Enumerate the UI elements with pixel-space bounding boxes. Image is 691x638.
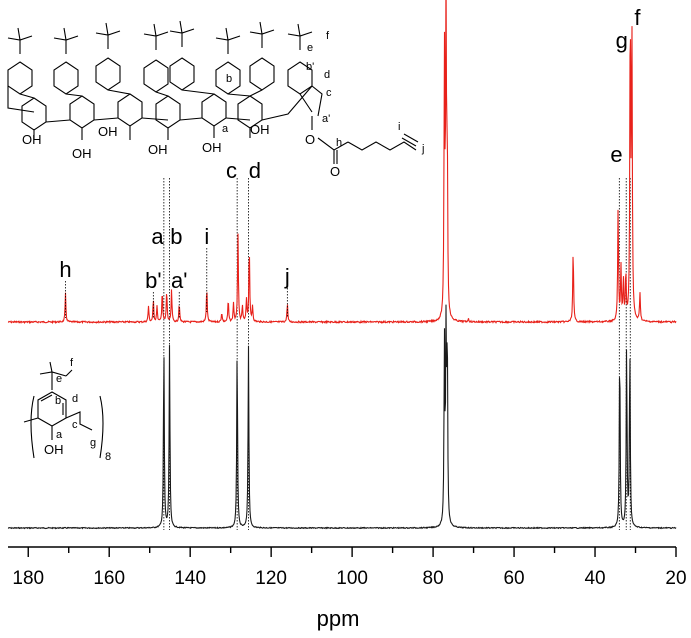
bottom-label-c: c <box>72 419 78 431</box>
bottom-subscript-8: 8 <box>105 451 111 463</box>
oh-label: OH <box>72 146 92 161</box>
methylene-bridges <box>7 85 323 123</box>
ester-chain <box>317 133 419 164</box>
oh-label: OH <box>98 124 118 139</box>
x-axis-ticks: 180 160 140 120 100 80 60 40 20 <box>12 547 687 589</box>
bottom-label-g: g <box>90 437 96 449</box>
chain-label-e: e <box>307 42 313 54</box>
peak-label: f <box>634 5 641 30</box>
ring-label-d: d <box>324 69 330 81</box>
chain-label-f: f <box>326 30 330 42</box>
ester-label-h: h <box>336 137 342 149</box>
peak-guide-lines <box>163 178 631 530</box>
ring-label-a-prime: a' <box>322 113 330 125</box>
bottom-label-b: b <box>55 395 61 407</box>
oh-label: OH <box>202 140 222 155</box>
x-tick-label: 20 <box>665 568 686 589</box>
x-tick-label: 180 <box>12 568 44 589</box>
ring-label-b-prime: b' <box>306 61 314 73</box>
peak-label: b <box>170 224 182 249</box>
peak-label: h <box>59 257 71 282</box>
x-tick-label: 140 <box>174 568 206 589</box>
x-tick-label: 100 <box>336 568 368 589</box>
bottom-structure-labels: f e b d c a g OH 8 <box>44 357 111 463</box>
x-tick-label: 120 <box>255 568 287 589</box>
ester-oxygen-label: O <box>305 132 315 147</box>
peak-label: d <box>249 158 261 183</box>
ring-label-c: c <box>326 87 332 99</box>
peak-label: c <box>226 158 237 183</box>
carbonyl-oxygen-label: O <box>330 164 340 179</box>
x-tick-label: 40 <box>584 568 605 589</box>
tert-butyl-groups <box>7 20 313 54</box>
ester-label-i: i <box>398 121 400 133</box>
ring-label-b: b <box>226 73 232 85</box>
peak-label: a' <box>171 268 187 293</box>
x-tick-label: 80 <box>423 568 444 589</box>
bottom-label-e: e <box>56 373 62 385</box>
bottom-oh-label: OH <box>44 442 64 457</box>
bottom-label-d: d <box>72 393 78 405</box>
x-axis-label: ppm <box>317 606 360 631</box>
peak-label: g <box>616 28 628 53</box>
oh-label: OH <box>148 142 168 157</box>
top-structure-calixarene-ester <box>7 20 419 164</box>
x-tick-label: 60 <box>503 568 524 589</box>
peak-label: i <box>204 224 209 249</box>
peak-label: b' <box>145 268 161 293</box>
peak-label: e <box>610 142 622 167</box>
oh-label: OH <box>250 122 270 137</box>
ring-label-a: a <box>222 123 229 135</box>
spectrum-red-series <box>7 0 677 325</box>
bottom-structure-calixarene <box>23 361 104 459</box>
bottom-label-f: f <box>70 357 74 369</box>
peak-label: j <box>284 264 290 289</box>
oh-label: OH <box>22 132 42 147</box>
spectrum-black-series <box>7 304 677 530</box>
bottom-label-a: a <box>56 429 63 441</box>
peak-label: a <box>151 224 164 249</box>
x-tick-label: 160 <box>93 568 125 589</box>
ester-label-j: j <box>421 143 424 155</box>
top-structure-labels: OH OH OH OH OH OH a b a' b' c d e f O h … <box>22 30 424 179</box>
hydroxyl-bonds <box>33 116 313 140</box>
